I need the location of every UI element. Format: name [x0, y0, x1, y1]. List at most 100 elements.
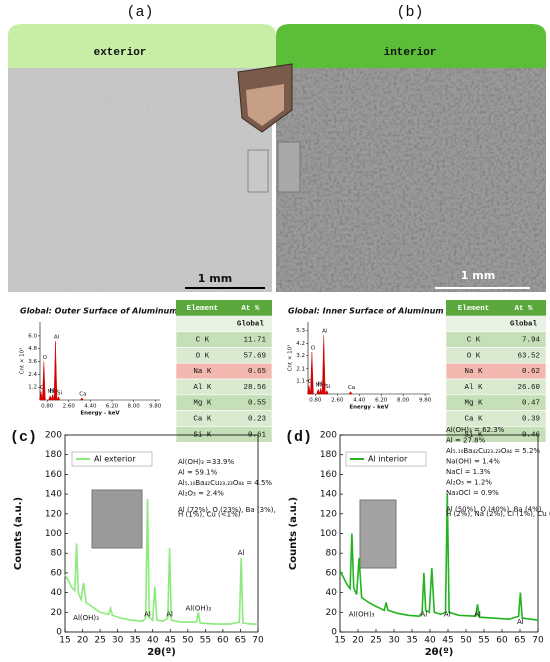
x-tick-label: 65 [514, 636, 525, 646]
annotation: Al (72%), O (23%), Ba (3%), [178, 506, 276, 514]
xrd-line [64, 498, 258, 625]
peak-label: Al [444, 610, 451, 618]
x-tick-label: 55 [478, 636, 489, 646]
x-tick-label: 70 [532, 636, 544, 646]
table-cell: 57.69 [243, 352, 266, 360]
legend-box [71, 451, 153, 467]
table-cell: Mg K [464, 400, 483, 408]
axis-title: 2θ(º) [147, 647, 176, 658]
x-tick-label: 4.40 [353, 398, 366, 404]
peak-label: Al [54, 335, 60, 341]
xrd-line [339, 494, 539, 621]
x-tick-label: 40 [424, 636, 436, 646]
table-cell: 0.62 [522, 368, 540, 376]
y-tick-label: 60 [51, 568, 63, 578]
spectrum-peak [310, 351, 314, 395]
y-tick-label: 3.2 [296, 353, 305, 359]
table-row [176, 315, 272, 332]
y-tick-label: 0 [56, 628, 62, 638]
peak-label: Na [47, 389, 55, 395]
peak-label: Mg [49, 388, 57, 394]
y-tick-label: 180 [45, 450, 62, 460]
table-cell: 7.94 [522, 336, 541, 344]
annotation: Al₅.₁₀Ba₄₂Cu₂₃.₂₃O₈₄ = 4.5% [178, 479, 272, 487]
y-tick-label: 20 [326, 608, 338, 618]
table-cell: Ca K [193, 415, 212, 423]
peak-label: Si [57, 390, 62, 396]
table-cell: 0.47 [522, 400, 540, 408]
annotation: Al(OH)₃ = 62.3% [446, 426, 505, 434]
axis-title: Cnt × 10³ [19, 348, 26, 375]
table-cell: 0.39 [522, 415, 540, 423]
table-cell: 0.55 [248, 400, 267, 408]
annotation: Al(OH)₃ =33.9% [178, 458, 234, 466]
table-cell: O K [196, 352, 210, 360]
peak-label: Al(OH)₃ [73, 614, 99, 622]
spectrum-peak [50, 393, 55, 401]
spectrum-peak [307, 385, 311, 395]
table-header-cell: Element [458, 305, 490, 313]
peak-label: Al [421, 610, 428, 618]
peak-label: Na [315, 383, 323, 389]
sem-texture [8, 68, 272, 292]
annotation: H (2%), Na (2%), Cl (1%), Cu (<1%) [446, 510, 550, 518]
x-tick-label: 40 [147, 636, 159, 646]
peak-label: Al [166, 610, 173, 618]
table-cell: Na K [464, 368, 483, 376]
table-header [446, 300, 546, 316]
table-cell: Ca K [464, 415, 483, 423]
annotation: Na(OH) = 1.4% [446, 458, 500, 466]
y-tick-label: 3.6 [28, 359, 37, 365]
y-tick-label: 200 [320, 431, 337, 441]
y-tick-label: 140 [45, 490, 62, 500]
table-header-cell: At % [241, 305, 260, 313]
x-tick-label: 8.00 [397, 398, 410, 404]
scale-label: 1 mm [198, 272, 232, 285]
peak-label: C [40, 385, 44, 391]
panel-label: (b) [396, 4, 423, 21]
crucible-photo [246, 84, 284, 126]
sample-photo [277, 141, 301, 193]
y-tick-label: 4.8 [28, 346, 37, 352]
x-tick-label: 50 [182, 636, 194, 646]
annotation: Al₂O₃ = 1.2% [446, 479, 492, 487]
y-tick-label: 160 [320, 470, 337, 480]
table-cell: 0.65 [248, 368, 267, 376]
y-tick-label: 4.2 [296, 341, 305, 347]
peak-label: C [308, 379, 312, 385]
spectrum-peak [42, 361, 46, 401]
y-tick-label: 6.0 [28, 333, 37, 339]
scale-label: 1 mm [461, 269, 495, 282]
axis-title: Energy - keV [349, 405, 389, 411]
x-tick-label: 15 [334, 636, 345, 646]
generated-content: Global: Outer Surface of Aluminum 1.2 2.4 3… [10, 300, 550, 658]
y-tick-label: 2.4 [28, 372, 37, 378]
x-tick-label: 45 [165, 636, 176, 646]
table-cell: Al K [193, 384, 212, 392]
header-band [8, 24, 276, 70]
y-tick-label: 80 [51, 549, 63, 559]
y-tick-label: 100 [45, 529, 62, 539]
x-tick-label: 65 [235, 636, 246, 646]
peak-label: Al [238, 549, 245, 557]
sample-photo [359, 499, 397, 569]
peak-label: Ca [348, 385, 355, 391]
y-tick-label: 120 [45, 509, 62, 519]
x-tick-label: 15 [59, 636, 70, 646]
axis-title: Counts (a.u.) [13, 497, 24, 570]
x-tick-label: 30 [112, 636, 124, 646]
annotation: Al (50%), O (40%), Ba (4%), [446, 506, 544, 514]
table-row [445, 426, 547, 443]
table-header-cell: Element [187, 305, 219, 313]
eds-title: Global: Inner Surface of Aluminum [288, 307, 444, 316]
spectrum-peak [318, 387, 323, 395]
table-cell: 11.71 [243, 336, 266, 344]
eds-title: Global: Outer Surface of Aluminum [20, 307, 178, 316]
table-cell: Global [510, 321, 538, 329]
table-header [176, 300, 272, 316]
sample-photo [91, 489, 143, 549]
x-tick-label: 30 [388, 636, 400, 646]
x-tick-label: 45 [442, 636, 453, 646]
y-tick-label: 20 [51, 608, 63, 618]
